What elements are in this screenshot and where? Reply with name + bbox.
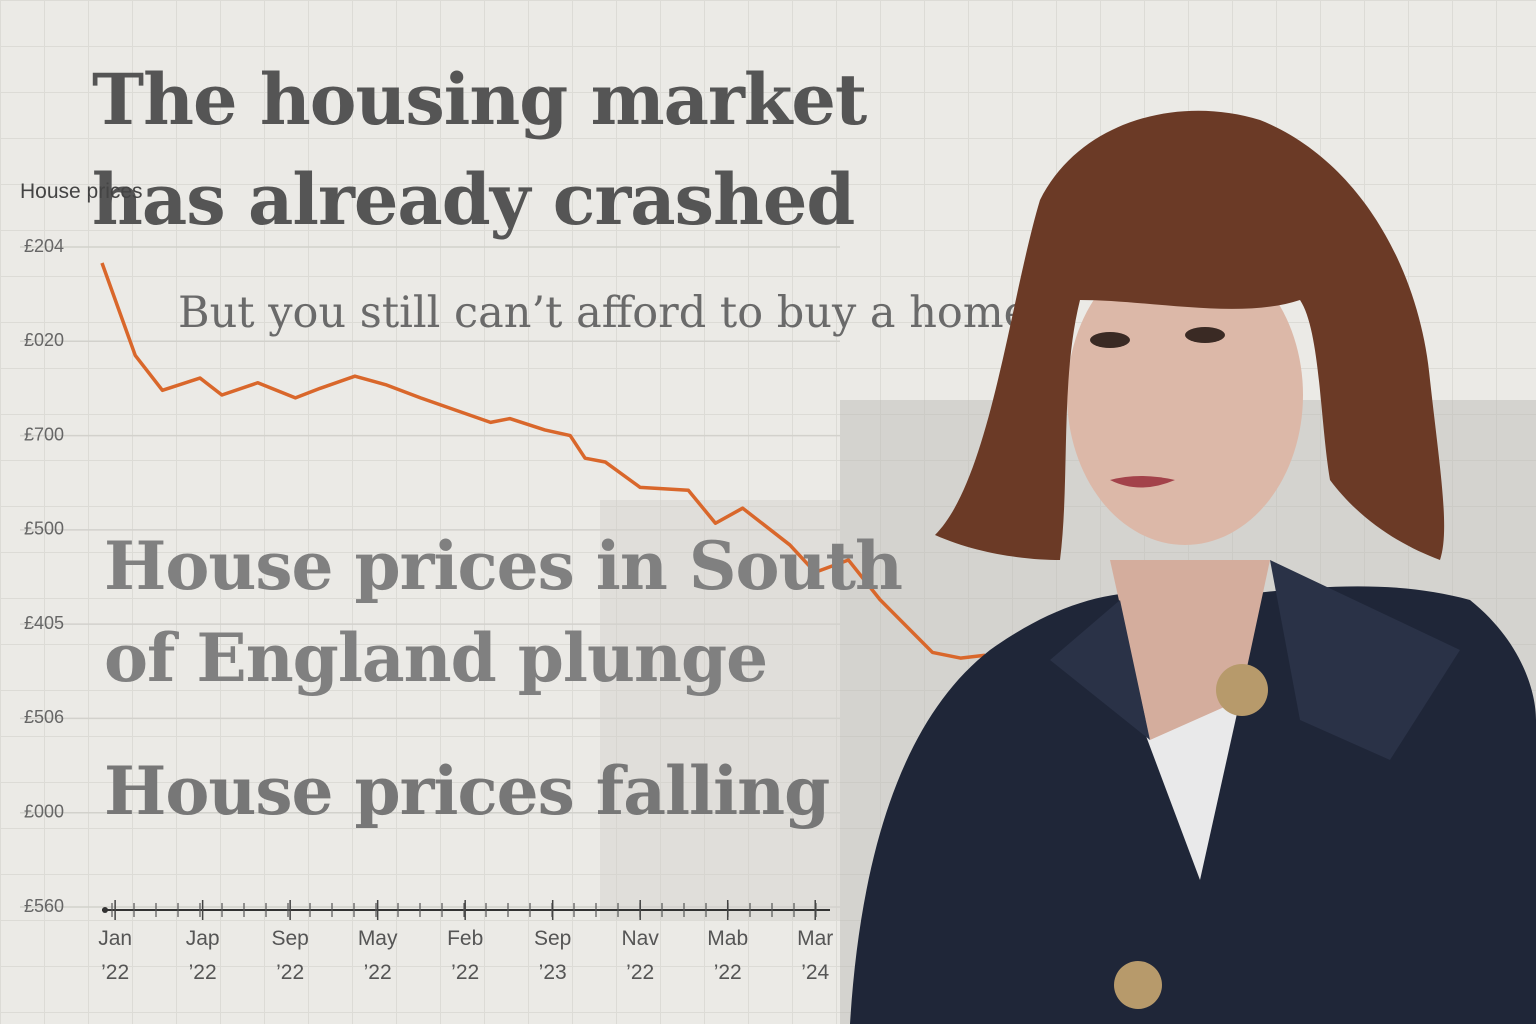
x-tick-label: Mab ’22 — [707, 927, 749, 984]
hair — [935, 110, 1445, 561]
x-tick-label: Sep ’22 — [271, 927, 309, 984]
subtitle: But you still can’t afford to buy a home — [178, 288, 1030, 338]
y-tick-label: £506 — [24, 707, 64, 727]
axis-origin — [102, 907, 108, 913]
x-tick-label: Jap ’22 — [185, 927, 220, 984]
y-tick-label: £500 — [24, 519, 64, 539]
annotation: House prices falling — [104, 752, 830, 830]
y-tick-label: £700 — [24, 424, 64, 444]
face — [1067, 245, 1303, 545]
price-line — [100, 262, 986, 660]
x-tick-label: Mar ’24 — [797, 927, 834, 984]
mouth — [1110, 476, 1175, 488]
x-tick-label: Jan ’22 — [98, 927, 133, 984]
y-tick-label: £000 — [24, 801, 64, 821]
eye — [1090, 332, 1130, 348]
annotation: House prices in South of England plunge — [104, 527, 903, 697]
collar — [1050, 560, 1460, 760]
y-axis-label: House prices — [20, 180, 143, 203]
city-backdrop — [600, 500, 840, 920]
shirt — [1140, 700, 1240, 880]
eye — [1185, 327, 1225, 343]
button — [1114, 961, 1162, 1009]
y-tick-label: £405 — [24, 613, 64, 633]
y-tick-label: £020 — [24, 330, 64, 350]
button — [1216, 664, 1268, 716]
x-tick-label: Sep ’23 — [534, 927, 572, 984]
x-tick-label: Nav ’22 — [621, 927, 659, 984]
y-tick-label: £560 — [24, 896, 64, 916]
x-tick-label: Feb ’22 — [447, 927, 484, 984]
title: The housing market has already crashed — [92, 58, 867, 241]
y-tick-label: £204 — [24, 236, 64, 256]
x-tick-label: May ’22 — [357, 927, 398, 984]
